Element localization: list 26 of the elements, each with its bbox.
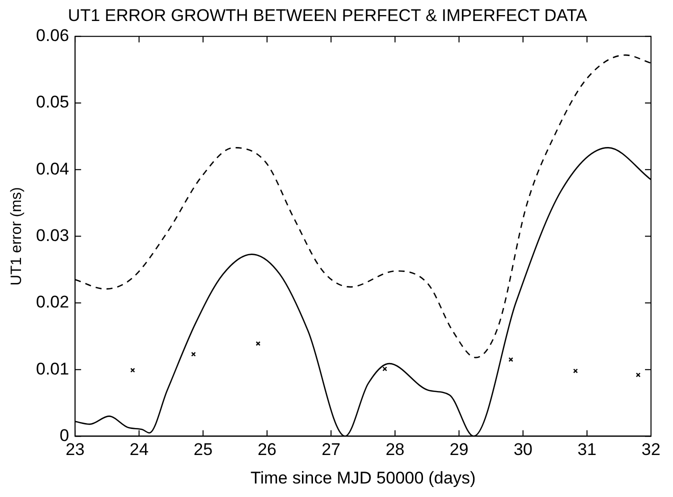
y-tick-label: 0.05 <box>36 92 70 112</box>
y-tick-label: 0.06 <box>36 26 70 46</box>
point <box>573 368 578 374</box>
y-tick-label: 0.04 <box>36 159 70 178</box>
x-tick-label: 26 <box>258 440 277 460</box>
x-axis-title: Time since MJD 50000 (days) <box>250 468 476 488</box>
chart-title: UT1 ERROR GROWTH BETWEEN PERFECT & IMPERFECT DATA <box>68 6 588 25</box>
point <box>382 366 388 372</box>
x-tick-label: 32 <box>642 440 660 460</box>
x-tick-label: 28 <box>386 440 404 460</box>
point <box>256 341 260 346</box>
x-tick-label: 24 <box>130 440 149 460</box>
y-tick-label: 0.02 <box>36 292 70 312</box>
x-tick-label: 27 <box>322 440 341 460</box>
y-axis-title: UT1 error (ms) <box>8 187 26 286</box>
x-tick-label: 29 <box>450 440 468 460</box>
point <box>636 372 641 378</box>
y-tick-label: 0.01 <box>36 359 70 378</box>
point <box>508 357 514 362</box>
x-tick-label: 25 <box>194 440 213 460</box>
y-tick-label: 0.03 <box>36 226 70 245</box>
x-tick-label: 23 <box>66 440 85 460</box>
point <box>130 368 136 373</box>
point <box>191 352 196 357</box>
x-tick-label: 30 <box>514 440 532 460</box>
x-tick-label: 31 <box>578 440 596 460</box>
